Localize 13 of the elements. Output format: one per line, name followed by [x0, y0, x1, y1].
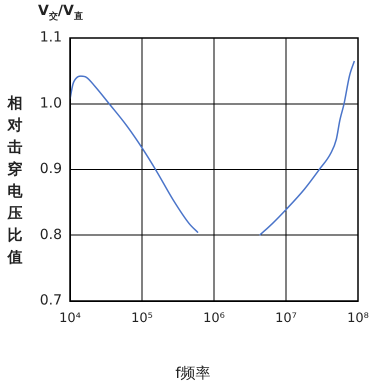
y-tick-label: 1.1: [40, 30, 62, 46]
x-tick-label: 10⁴: [59, 311, 81, 326]
y-tick-label: 0.8: [40, 226, 62, 243]
x-tick-label: 10⁸: [347, 311, 369, 326]
x-tick-label: 10⁷: [275, 311, 297, 326]
text: V$_{交}$/V$_{直}$: [38, 3, 83, 23]
y-tick-label: 0.9: [40, 161, 62, 178]
x-axis-title: f频率: [174, 364, 212, 383]
y-tick-label: 1.0: [40, 95, 62, 112]
y-axis-title: 相对击穿电压比值: [6, 93, 24, 268]
x-tick-label: 10⁶: [203, 311, 225, 326]
x-tick-label: 10⁵: [131, 311, 153, 326]
y-tick-label: 0.7: [40, 292, 62, 309]
